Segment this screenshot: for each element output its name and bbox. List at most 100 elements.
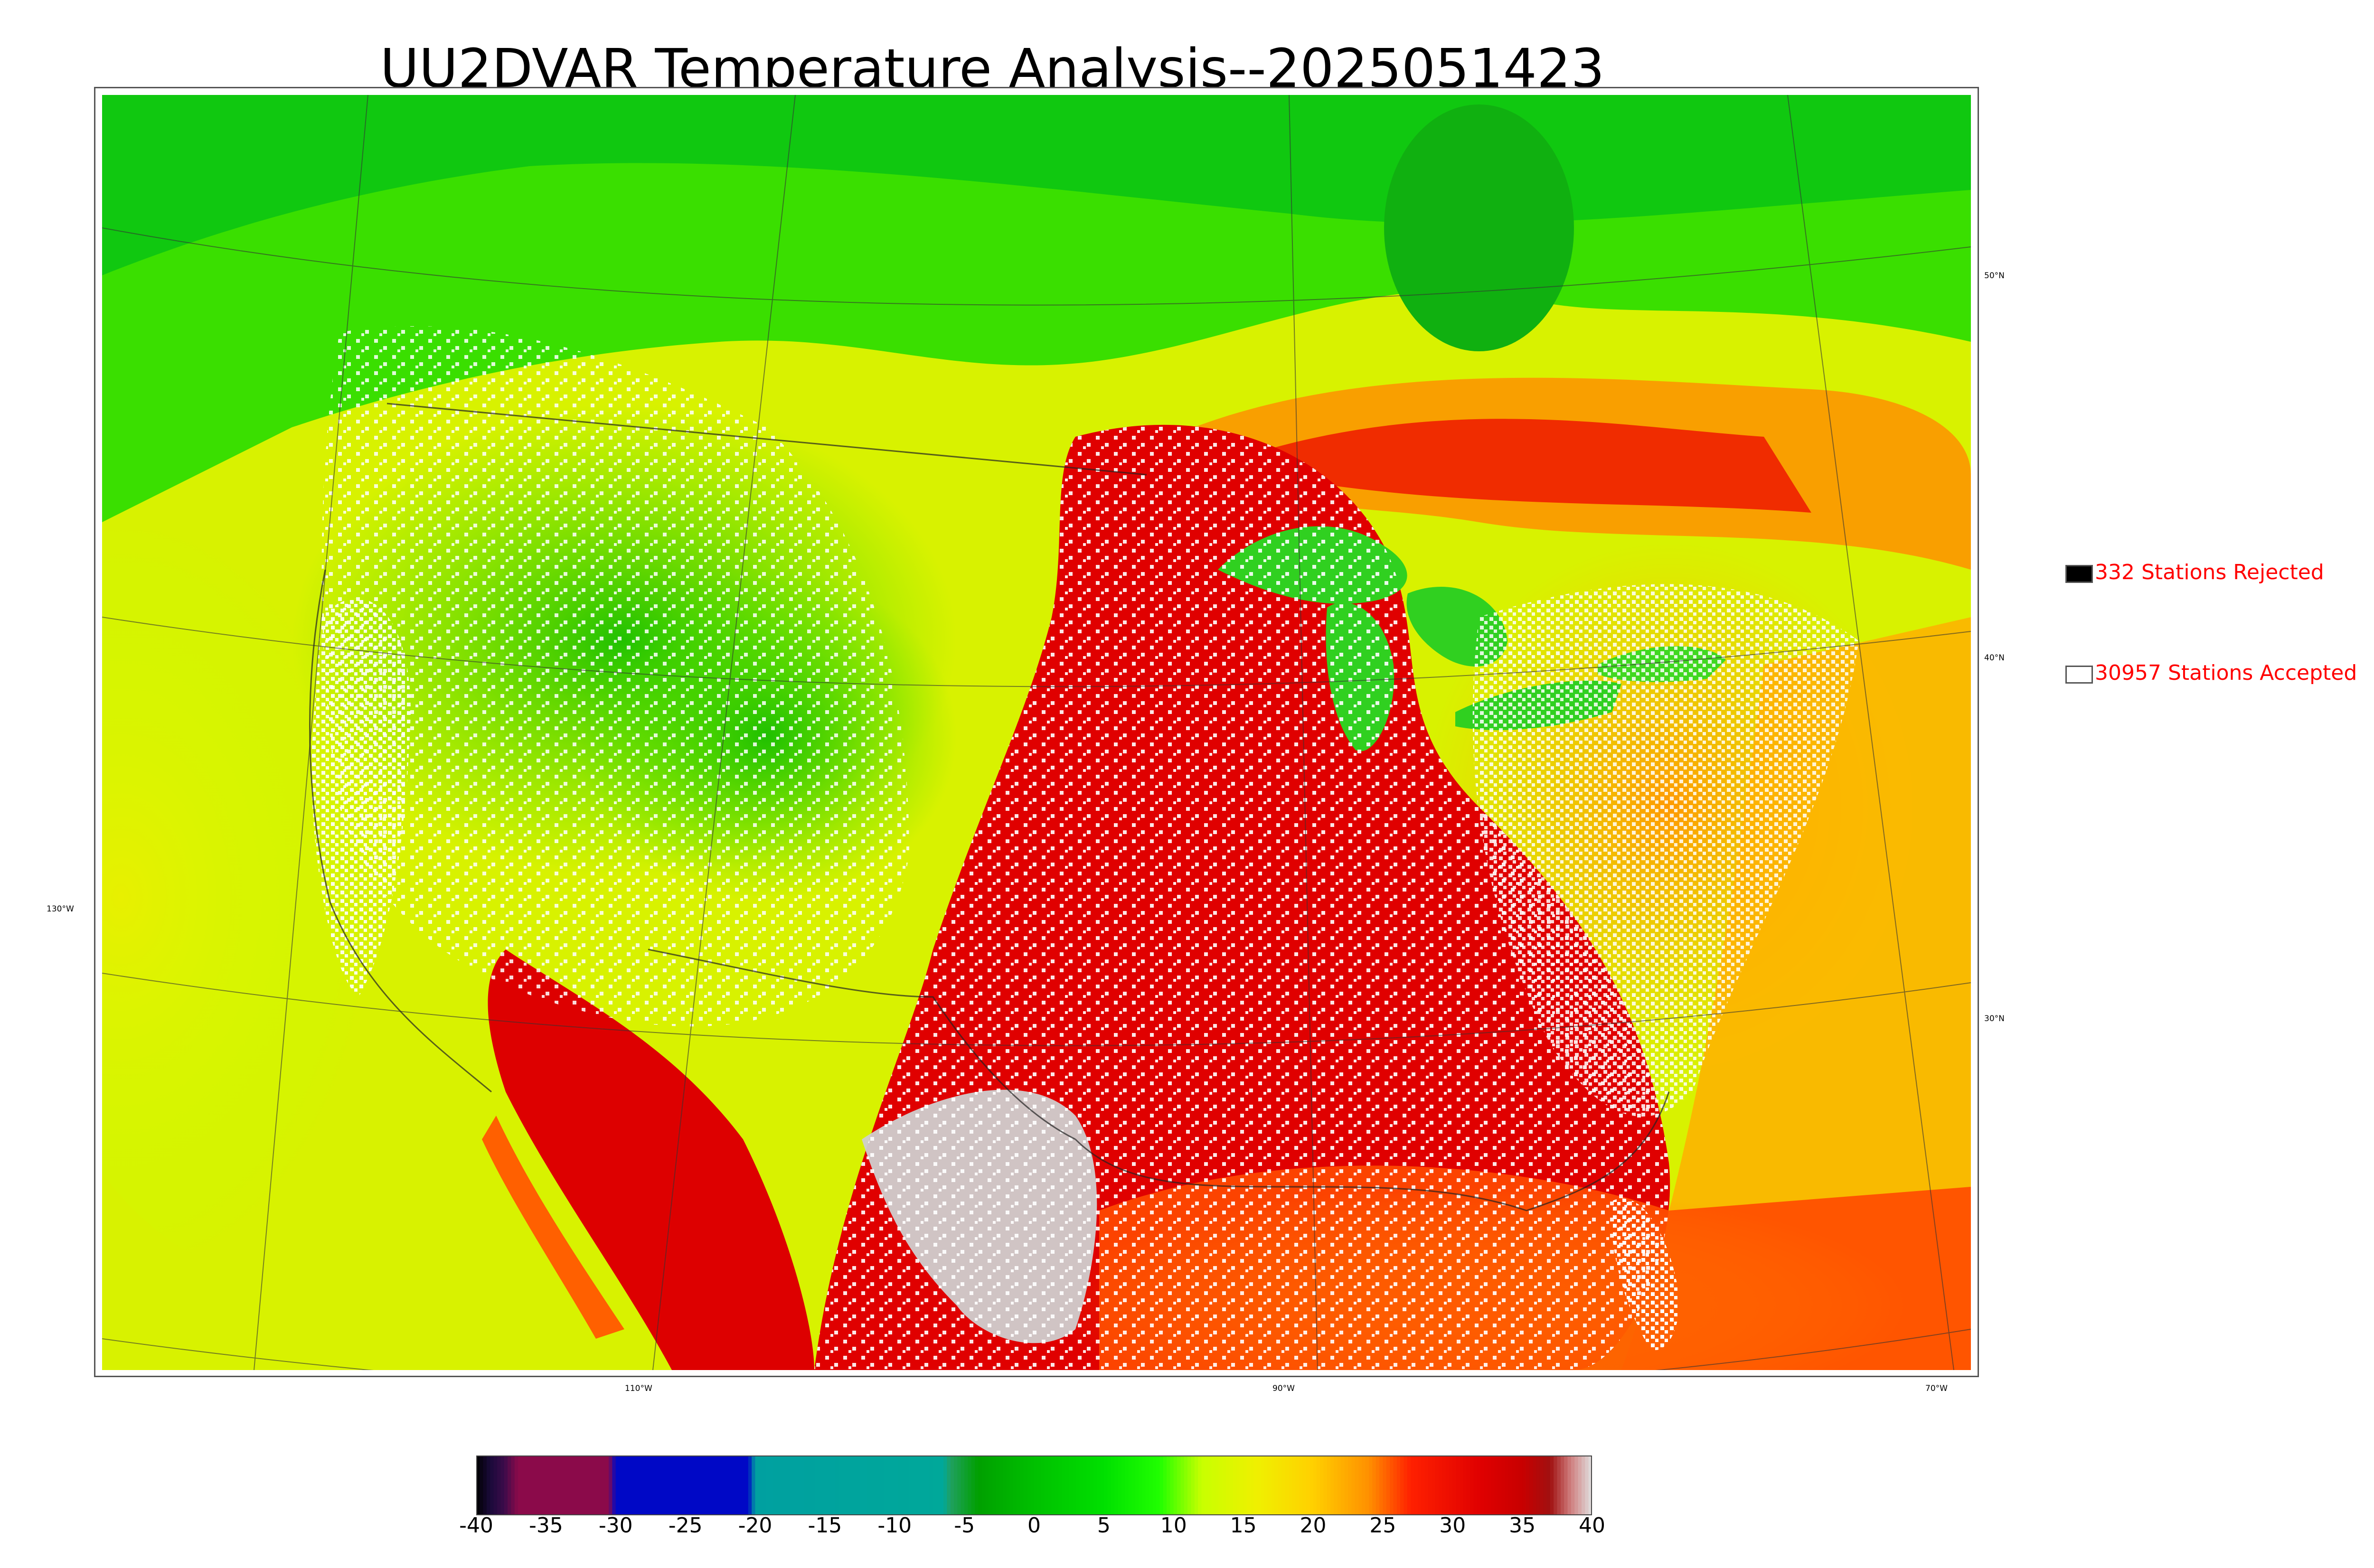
colorbar-segment [1522,1455,1526,1515]
colorbar-segment [1473,1455,1478,1515]
colorbar-segment [1149,1455,1153,1515]
colorbar-segment [1079,1455,1083,1515]
colorbar-segment [1090,1455,1094,1515]
colorbar-segment [1034,1455,1038,1515]
temperature-map: 50°N 40°N 30°N [94,87,2005,1377]
colorbar-segment [1246,1455,1251,1515]
colorbar-segment [1536,1455,1540,1515]
colorbar-segment [574,1455,578,1515]
colorbar-segment [957,1455,961,1515]
colorbar-segment [880,1455,885,1515]
colorbar-segment [1432,1455,1436,1515]
colorbar-segment [1167,1455,1171,1515]
colorbar-segment [692,1455,697,1515]
colorbar-segment [1498,1455,1502,1515]
colorbar-segment [1027,1455,1031,1515]
colorbar-segment [1111,1455,1115,1515]
colorbar-segment [964,1455,969,1515]
colorbar-segment [1347,1455,1352,1515]
colorbar-segment [511,1455,515,1515]
colorbar-tick-label: 20 [1300,1513,1327,1538]
colorbar-segment [1341,1455,1345,1515]
colorbar-segment [1554,1455,1558,1515]
colorbar-segment [1515,1455,1519,1515]
colorbar-segment [549,1455,554,1515]
colorbar-segment [556,1455,561,1515]
colorbar-segment [943,1455,948,1515]
colorbar-segment [731,1455,735,1515]
colorbar-segment [1518,1455,1523,1515]
colorbar-segment [1135,1455,1140,1515]
colorbar-segment [1278,1455,1282,1515]
colorbar-segment [703,1455,707,1515]
colorbar-segment [535,1455,539,1515]
colorbar-segment [1323,1455,1328,1515]
colorbar-tick-label: -15 [808,1513,842,1538]
colorbar-segment [947,1455,951,1515]
colorbar-segment [1114,1455,1119,1515]
colorbar-segment [1344,1455,1348,1515]
colorbar-segment [1546,1455,1551,1515]
colorbar-segment [923,1455,927,1515]
colorbar-segment [748,1455,752,1515]
colorbar-segment [577,1455,582,1515]
colorbar-segment [1103,1455,1108,1515]
colorbar-segment [546,1455,550,1515]
colorbar-segment [1030,1455,1035,1515]
colorbar-segment [790,1455,794,1515]
colorbar-segment [1045,1455,1049,1515]
colorbar-tick-label: 35 [1509,1513,1536,1538]
colorbar-tick-label: -25 [668,1513,703,1538]
rejected-swatch [2065,565,2093,583]
colorbar-segment [1449,1455,1453,1515]
colorbar-segment [1330,1455,1335,1515]
colorbar-segment [811,1455,815,1515]
colorbar-segment [483,1455,487,1515]
colorbar-segment [1351,1455,1356,1515]
colorbar-segment [1118,1455,1122,1515]
colorbar-segment [1268,1455,1272,1515]
colorbar-segment [588,1455,592,1515]
colorbar-segment [737,1455,742,1515]
colorbar-segment [1491,1455,1495,1515]
colorbar-segment [1588,1455,1592,1515]
colorbar-segment [752,1455,756,1515]
colorbar-segment [853,1455,857,1515]
colorbar-segment [989,1455,993,1515]
colorbar-segment [1508,1455,1512,1515]
temperature-field [102,95,1971,1370]
colorbar-tick-label: -35 [528,1513,563,1538]
colorbar-segment [514,1455,518,1515]
colorbar-segment [1411,1455,1415,1515]
colorbar-segment [804,1455,808,1515]
lat-label-50: 50°N [1984,271,2005,281]
colorbar-tick-label: 30 [1439,1513,1466,1538]
colorbar-segment [842,1455,847,1515]
colorbar-segment [762,1455,766,1515]
lon-label-130: 130°W [47,904,74,914]
colorbar-segment [1417,1455,1422,1515]
colorbar-segment [602,1455,606,1515]
colorbar-segment [626,1455,630,1515]
colorbar-segment [1264,1455,1268,1515]
colorbar-segment [859,1455,864,1515]
colorbar-segment [996,1455,1000,1515]
colorbar-tick-label: 10 [1160,1513,1187,1538]
colorbar-segment [1400,1455,1404,1515]
colorbar-segment [1002,1455,1007,1515]
colorbar-segment [1585,1455,1589,1515]
colorbar-segment [1219,1455,1223,1515]
colorbar-segment [1017,1455,1021,1515]
colorbar-segment [874,1455,878,1515]
accepted-label: 30957 Stations Accepted [2095,661,2357,685]
colorbar-segment [553,1455,557,1515]
colorbar-segment [1487,1455,1491,1515]
colorbar-segment [797,1455,801,1515]
colorbar-segment [654,1455,658,1515]
colorbar-segment [1320,1455,1324,1515]
colorbar-segment [716,1455,721,1515]
colorbar-segment [1396,1455,1401,1515]
colorbar-segment [1327,1455,1331,1515]
colorbar-segment [1543,1455,1547,1515]
colorbar-segment [1355,1455,1359,1515]
